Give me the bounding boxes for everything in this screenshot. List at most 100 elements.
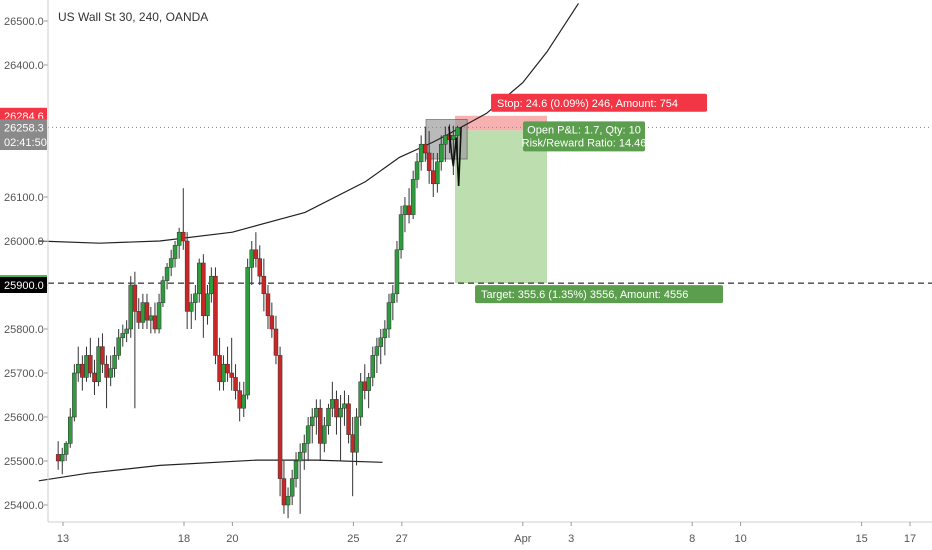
stop-label-box: [491, 93, 708, 112]
candle-body: [55, 454, 61, 462]
candle-body: [205, 293, 210, 317]
target-label-box: [475, 285, 724, 304]
candle-body: [152, 315, 158, 330]
candle-body: [209, 275, 214, 295]
candle-body: [132, 284, 138, 312]
y-tick-label: 26500.0: [4, 16, 44, 28]
candle-body: [297, 451, 303, 462]
price-label-box: [0, 277, 47, 293]
candle-body: [305, 425, 311, 444]
candle-body: [241, 394, 247, 409]
x-tick-label: 17: [904, 533, 916, 545]
candle-body: [350, 434, 355, 453]
candle-body: [84, 355, 89, 378]
y-tick-label: 25600.0: [4, 412, 44, 424]
candle-body: [314, 407, 319, 418]
x-tick-label: 10: [734, 533, 746, 545]
candle-body: [418, 143, 424, 163]
candle-body: [253, 249, 259, 259]
candle-body: [378, 337, 383, 347]
price-label: 26258.3: [4, 122, 44, 134]
candle-body: [160, 280, 166, 303]
x-tick-label: 18: [178, 533, 190, 545]
candle-body: [196, 262, 202, 295]
candle-body: [229, 372, 234, 378]
candle-body: [330, 399, 335, 409]
candle-body: [414, 161, 420, 180]
trend-line: [38, 459, 383, 482]
candle-body: [374, 346, 380, 356]
candle-body: [100, 346, 105, 365]
candle-body: [140, 302, 146, 323]
candle-body: [406, 205, 412, 215]
x-tick-label: 13: [57, 533, 69, 545]
candle-body: [281, 478, 287, 506]
candle-body: [390, 293, 396, 303]
candle-body: [338, 407, 343, 418]
candle-body: [148, 315, 154, 321]
overlay: Stop: 24.6 (0.09%) 246, Amount: 754 Open …: [448, 93, 724, 304]
price-label: 02:41:50: [4, 137, 47, 149]
candle-body: [354, 416, 359, 453]
candle-body: [362, 381, 368, 391]
candle-body: [261, 275, 267, 295]
y-tick-label: 26100.0: [4, 192, 44, 204]
x-tick-label: 15: [855, 533, 867, 545]
x-tick-label: Apr: [514, 533, 531, 545]
y-tick-label: 26400.0: [4, 60, 44, 72]
rr-label: Risk/Reward Ratio: 14.46: [522, 137, 647, 149]
candle-body: [120, 333, 126, 339]
candles: [55, 124, 460, 519]
candle-body: [225, 363, 230, 374]
candle-body: [346, 403, 351, 435]
candle-body: [193, 293, 198, 303]
candle-body: [302, 443, 307, 453]
candle-body: [334, 399, 339, 418]
candle-body: [156, 302, 162, 330]
candle-body: [366, 377, 371, 391]
candle-body: [273, 328, 279, 356]
y-tick-label: 25800.0: [4, 324, 44, 336]
candle-body: [189, 302, 194, 312]
candle-body: [426, 152, 432, 171]
target-zone: [455, 130, 547, 284]
horizontal-lines: [48, 126, 932, 284]
y-tick-label: 26000.0: [4, 236, 44, 248]
x-tick-label: 27: [396, 533, 408, 545]
candle-body: [402, 205, 408, 215]
x-axis: 13 18 20 25 27 Apr 3 8 10 15 17: [48, 521, 932, 545]
candle-body: [398, 214, 404, 251]
candle-body: [181, 231, 186, 242]
y-tick-label: 25500.0: [4, 456, 44, 468]
candle-body: [423, 143, 428, 154]
candle-body: [382, 328, 388, 339]
candle-body: [237, 390, 242, 409]
price-label-box: [0, 134, 47, 150]
candle-body: [128, 284, 134, 330]
candle-body: [289, 478, 295, 497]
target-label: Target: 355.6 (1.35%) 3556, Amount: 4556: [481, 289, 688, 301]
candle-body: [92, 372, 97, 383]
candle-body: [431, 170, 436, 185]
candle-body: [176, 231, 182, 246]
candle-body: [88, 355, 93, 374]
candle-body: [326, 407, 331, 427]
forecast-path: [448, 126, 462, 187]
candle-body: [410, 179, 416, 215]
candle-body: [136, 311, 141, 323]
candle-body: [285, 495, 291, 506]
chart-title: US Wall St 30, 240, OANDA: [58, 10, 208, 24]
candle-body: [164, 267, 170, 281]
candle-body: [233, 377, 238, 391]
candle-body: [438, 143, 444, 163]
candle-body: [201, 262, 206, 317]
candle-body: [108, 368, 113, 378]
x-tick-label: 20: [226, 533, 238, 545]
candle-body: [257, 258, 262, 277]
candle-body: [104, 363, 109, 378]
candle-body: [370, 355, 376, 378]
x-tick-label: 8: [689, 533, 695, 545]
candle-body: [60, 454, 65, 462]
candle-body: [386, 302, 392, 330]
candle-body: [293, 460, 299, 479]
